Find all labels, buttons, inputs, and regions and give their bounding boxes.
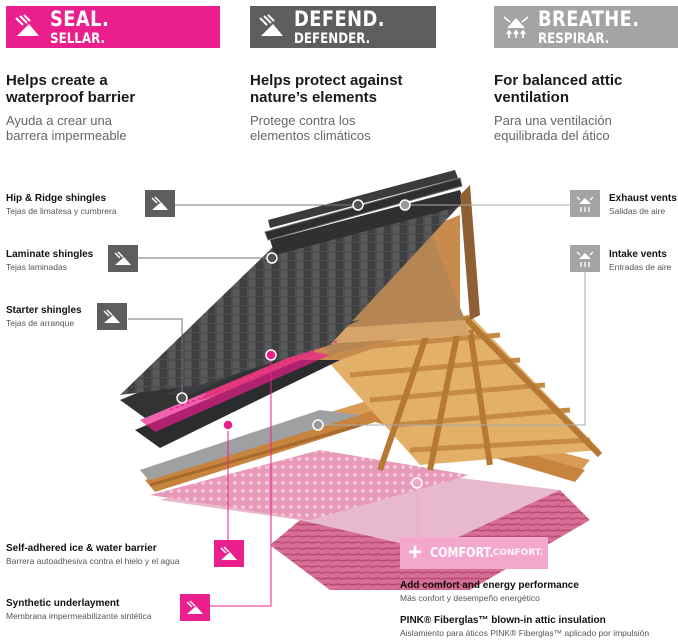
breathe-icon bbox=[570, 245, 600, 272]
seal-title: SEAL. bbox=[50, 6, 110, 31]
intake-line bbox=[318, 270, 586, 426]
seal-badge: SEAL. SELLAR. bbox=[6, 6, 220, 48]
hip-ridge-sublabel: Tejas de limatesa y cumbrera bbox=[6, 206, 117, 216]
seal-icon bbox=[214, 540, 244, 567]
comfort-title: COMFORT. bbox=[430, 545, 494, 561]
seal-subtitle: SELLAR. bbox=[50, 30, 105, 47]
underlayment-label: Synthetic underlayment bbox=[6, 598, 120, 609]
roof-back-panel bbox=[460, 185, 480, 320]
starter-line bbox=[128, 318, 183, 398]
underlayment-line bbox=[210, 355, 272, 607]
breathe-icon bbox=[494, 6, 538, 48]
defend-description: Protege contra los elementos climáticos bbox=[250, 113, 371, 143]
seal-description: Ayuda a crear una barrera impermeable bbox=[6, 113, 127, 143]
comfort-performance-sublabel: Más confort y desempeño energético bbox=[400, 593, 540, 603]
intake-label: Intake vents bbox=[609, 249, 667, 260]
plus-icon: + bbox=[408, 539, 423, 566]
comfort-badge: + COMFORT. CONFORT. bbox=[400, 537, 548, 569]
laminate-sublabel: Tejas laminadas bbox=[6, 262, 67, 272]
defend-icon bbox=[108, 245, 138, 272]
exhaust-label: Exhaust vents bbox=[609, 193, 677, 204]
defend-icon bbox=[97, 303, 127, 330]
defend-badge: DEFEND. DEFENDER. bbox=[250, 6, 436, 48]
insulation-label: PINK® Fiberglas™ blown-in attic insulati… bbox=[400, 615, 606, 626]
breathe-heading: For balanced attic ventilation bbox=[494, 72, 623, 106]
breathe-badge: BREATHE. RESPIRAR. bbox=[494, 6, 678, 48]
seal-icon bbox=[180, 594, 210, 621]
ice-water-sublabel: Barrera autoadhesiva contra el hielo y e… bbox=[6, 556, 180, 566]
breathe-icon bbox=[570, 190, 600, 217]
underlayment-sublabel: Membrana impermeabilizante sintética bbox=[6, 611, 152, 621]
comfort-performance-label: Add comfort and energy performance bbox=[400, 580, 579, 591]
exhaust-sublabel: Salidas de aire bbox=[609, 206, 666, 216]
intake-sublabel: Entradas de aire bbox=[609, 262, 672, 272]
laminate-shingle-field bbox=[120, 190, 465, 395]
breathe-subtitle: RESPIRAR. bbox=[538, 30, 610, 47]
starter-sublabel: Tejas de arranque bbox=[6, 318, 75, 328]
seal-heading: Helps create a waterproof barrier bbox=[6, 72, 136, 106]
starter-label: Starter shingles bbox=[6, 305, 82, 316]
breathe-description: Para una ventilación equilibrada del áti… bbox=[494, 113, 612, 143]
defend-icon bbox=[250, 6, 294, 48]
insulation-sublabel: Aislamiento para áticos PINK® Fiberglas™… bbox=[400, 628, 650, 638]
breathe-title: BREATHE. bbox=[538, 6, 640, 31]
defend-title: DEFEND. bbox=[294, 6, 385, 31]
defend-heading: Helps protect against nature’s elements bbox=[250, 72, 403, 106]
defend-icon bbox=[145, 190, 175, 217]
hip-ridge-label: Hip & Ridge shingles bbox=[6, 193, 107, 204]
comfort-subtitle: CONFORT. bbox=[492, 548, 544, 558]
defend-subtitle: DEFENDER. bbox=[294, 30, 371, 47]
laminate-label: Laminate shingles bbox=[6, 249, 94, 260]
seal-icon bbox=[6, 6, 50, 48]
hip-ridge-caps bbox=[264, 170, 463, 241]
ice-water-label: Self-adhered ice & water barrier bbox=[6, 543, 157, 554]
